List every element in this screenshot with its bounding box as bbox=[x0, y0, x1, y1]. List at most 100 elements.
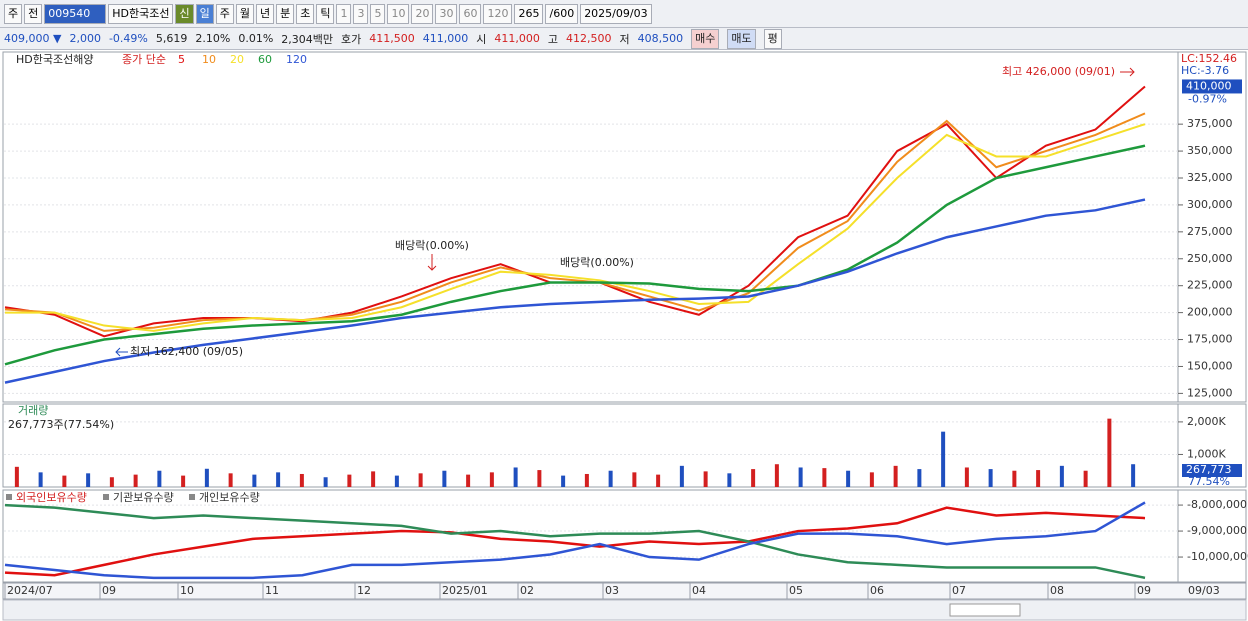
volume-bar bbox=[157, 470, 162, 487]
volume-bar bbox=[964, 467, 969, 487]
legend-entry: 10 bbox=[202, 53, 216, 66]
legend-swatch bbox=[103, 494, 109, 500]
toolbar-item[interactable]: 일 bbox=[195, 3, 214, 24]
volume-bar bbox=[228, 473, 233, 487]
legend-entry: 5 bbox=[178, 53, 185, 66]
info-value: 411,000 bbox=[422, 32, 469, 45]
volume-bar bbox=[109, 477, 114, 487]
toolbar-item[interactable]: 주 bbox=[215, 3, 234, 24]
axis-frame bbox=[1177, 403, 1247, 488]
volume-bar bbox=[1131, 464, 1136, 487]
volume-bar bbox=[276, 472, 281, 487]
volume-bar bbox=[632, 472, 637, 487]
toolbar-item[interactable]: 초 bbox=[296, 3, 315, 24]
series-line bbox=[4, 144, 1146, 366]
volume-bar bbox=[1107, 418, 1112, 487]
volume-bar bbox=[608, 470, 613, 487]
y-tick-label: 300,000 bbox=[1187, 198, 1233, 211]
x-tick-label: 10 bbox=[180, 584, 194, 597]
toolbar-item[interactable]: 분 bbox=[276, 3, 295, 24]
volume-bar bbox=[466, 474, 471, 487]
y-tick-label: 350,000 bbox=[1187, 144, 1233, 157]
y-tick-label: -10,000,000 bbox=[1187, 550, 1248, 563]
toolbar-item[interactable]: 60 bbox=[459, 3, 482, 24]
volume-bar bbox=[1059, 465, 1064, 487]
scroll-bar bbox=[2, 599, 1247, 621]
x-tick-label: 12 bbox=[357, 584, 371, 597]
volume-bar bbox=[1012, 470, 1017, 487]
toolbar-item[interactable]: /600 bbox=[545, 3, 579, 24]
toolbar-item[interactable]: 월 bbox=[235, 3, 254, 24]
legend-swatch bbox=[189, 494, 195, 500]
y-tick-label: 250,000 bbox=[1187, 252, 1233, 265]
x-tick-label: 2024/07 bbox=[7, 584, 53, 597]
y-tick-label: 275,000 bbox=[1187, 225, 1233, 238]
x-tick-label: 11 bbox=[265, 584, 279, 597]
axis-frame bbox=[1177, 489, 1247, 583]
toolbar-item[interactable]: 3 bbox=[353, 3, 369, 24]
series-line bbox=[5, 123, 1146, 332]
info-value: 호가 bbox=[341, 32, 362, 46]
legend-entry: 20 bbox=[230, 53, 244, 66]
volume-bar bbox=[846, 470, 851, 487]
trade-button[interactable]: 매도 bbox=[727, 28, 756, 49]
toolbar-item[interactable]: HD한국조선 bbox=[108, 3, 174, 24]
info-value: 2,304백만 bbox=[281, 32, 334, 46]
volume-bar bbox=[798, 467, 803, 487]
info-value: 412,500 bbox=[566, 32, 612, 45]
toolbar-item[interactable]: 2025/09/03 bbox=[580, 3, 652, 24]
volume-bar bbox=[537, 470, 542, 487]
toolbar-item[interactable]: 5 bbox=[370, 3, 386, 24]
right-label: LC:152.46 bbox=[1181, 52, 1237, 65]
y-tick-label: 125,000 bbox=[1187, 386, 1233, 399]
x-tick-label: 07 bbox=[952, 584, 966, 597]
volume-bar bbox=[774, 464, 779, 487]
toolbar-item[interactable]: 년 bbox=[255, 3, 275, 24]
x-tick-label: 05 bbox=[789, 584, 803, 597]
toolbar-item[interactable]: 전 bbox=[24, 3, 43, 24]
volume-bar bbox=[1083, 470, 1088, 487]
legend-entry: 60 bbox=[258, 53, 272, 66]
x-axis-bar bbox=[2, 582, 1247, 600]
volume-bar bbox=[584, 473, 589, 487]
x-tick-label: 04 bbox=[692, 584, 706, 597]
legend-entry: 기관보유수량 bbox=[113, 491, 174, 504]
info-value: 411,500 bbox=[369, 32, 415, 45]
volume-bar bbox=[181, 475, 186, 487]
volume-bar bbox=[917, 469, 922, 487]
toolbar-item[interactable]: 20 bbox=[411, 3, 434, 24]
info-value: -0.49% bbox=[108, 32, 148, 45]
toolbar-item[interactable]: 신 bbox=[175, 3, 194, 24]
toolbar-item[interactable]: 주 bbox=[4, 3, 23, 24]
volume-bar bbox=[14, 466, 19, 487]
volume-bar bbox=[442, 470, 447, 487]
toolbar-item[interactable]: 1 bbox=[336, 3, 352, 24]
legend-title: HD한국조선해양 bbox=[16, 52, 93, 66]
x-tick-label: 02 bbox=[520, 584, 534, 597]
trade-button[interactable]: 매수 bbox=[691, 28, 720, 49]
volume-bar bbox=[513, 467, 518, 487]
toolbar-item[interactable]: 265 bbox=[514, 3, 544, 24]
panel-title: 거래량 bbox=[18, 404, 48, 417]
toolbar-item[interactable]: 10 bbox=[387, 3, 410, 24]
y-tick-label: 225,000 bbox=[1187, 279, 1233, 292]
series-line bbox=[4, 503, 1146, 580]
toolbar-item[interactable]: 009540 bbox=[44, 3, 107, 24]
annotation: 최고 426,000 (09/01) bbox=[1002, 65, 1115, 78]
toolbar-item[interactable]: 틱 bbox=[316, 3, 335, 24]
toolbar-item[interactable]: 30 bbox=[435, 3, 458, 24]
y-tick-label: 325,000 bbox=[1187, 171, 1233, 184]
y-tick-label: 375,000 bbox=[1187, 117, 1233, 130]
y-tick-label: 175,000 bbox=[1187, 333, 1233, 346]
toolbar-item[interactable]: 120 bbox=[483, 3, 513, 24]
x-tick-label: 09 bbox=[102, 584, 116, 597]
volume-bar bbox=[822, 468, 827, 487]
trade-button[interactable]: 평 bbox=[763, 28, 782, 49]
volume-bar bbox=[489, 472, 494, 487]
volume-bar bbox=[751, 469, 756, 487]
y-tick-label: 150,000 bbox=[1187, 359, 1233, 372]
info-value: 고 bbox=[547, 32, 559, 46]
last-date: 09/03 bbox=[1188, 584, 1220, 597]
panel-frame bbox=[2, 403, 1179, 488]
